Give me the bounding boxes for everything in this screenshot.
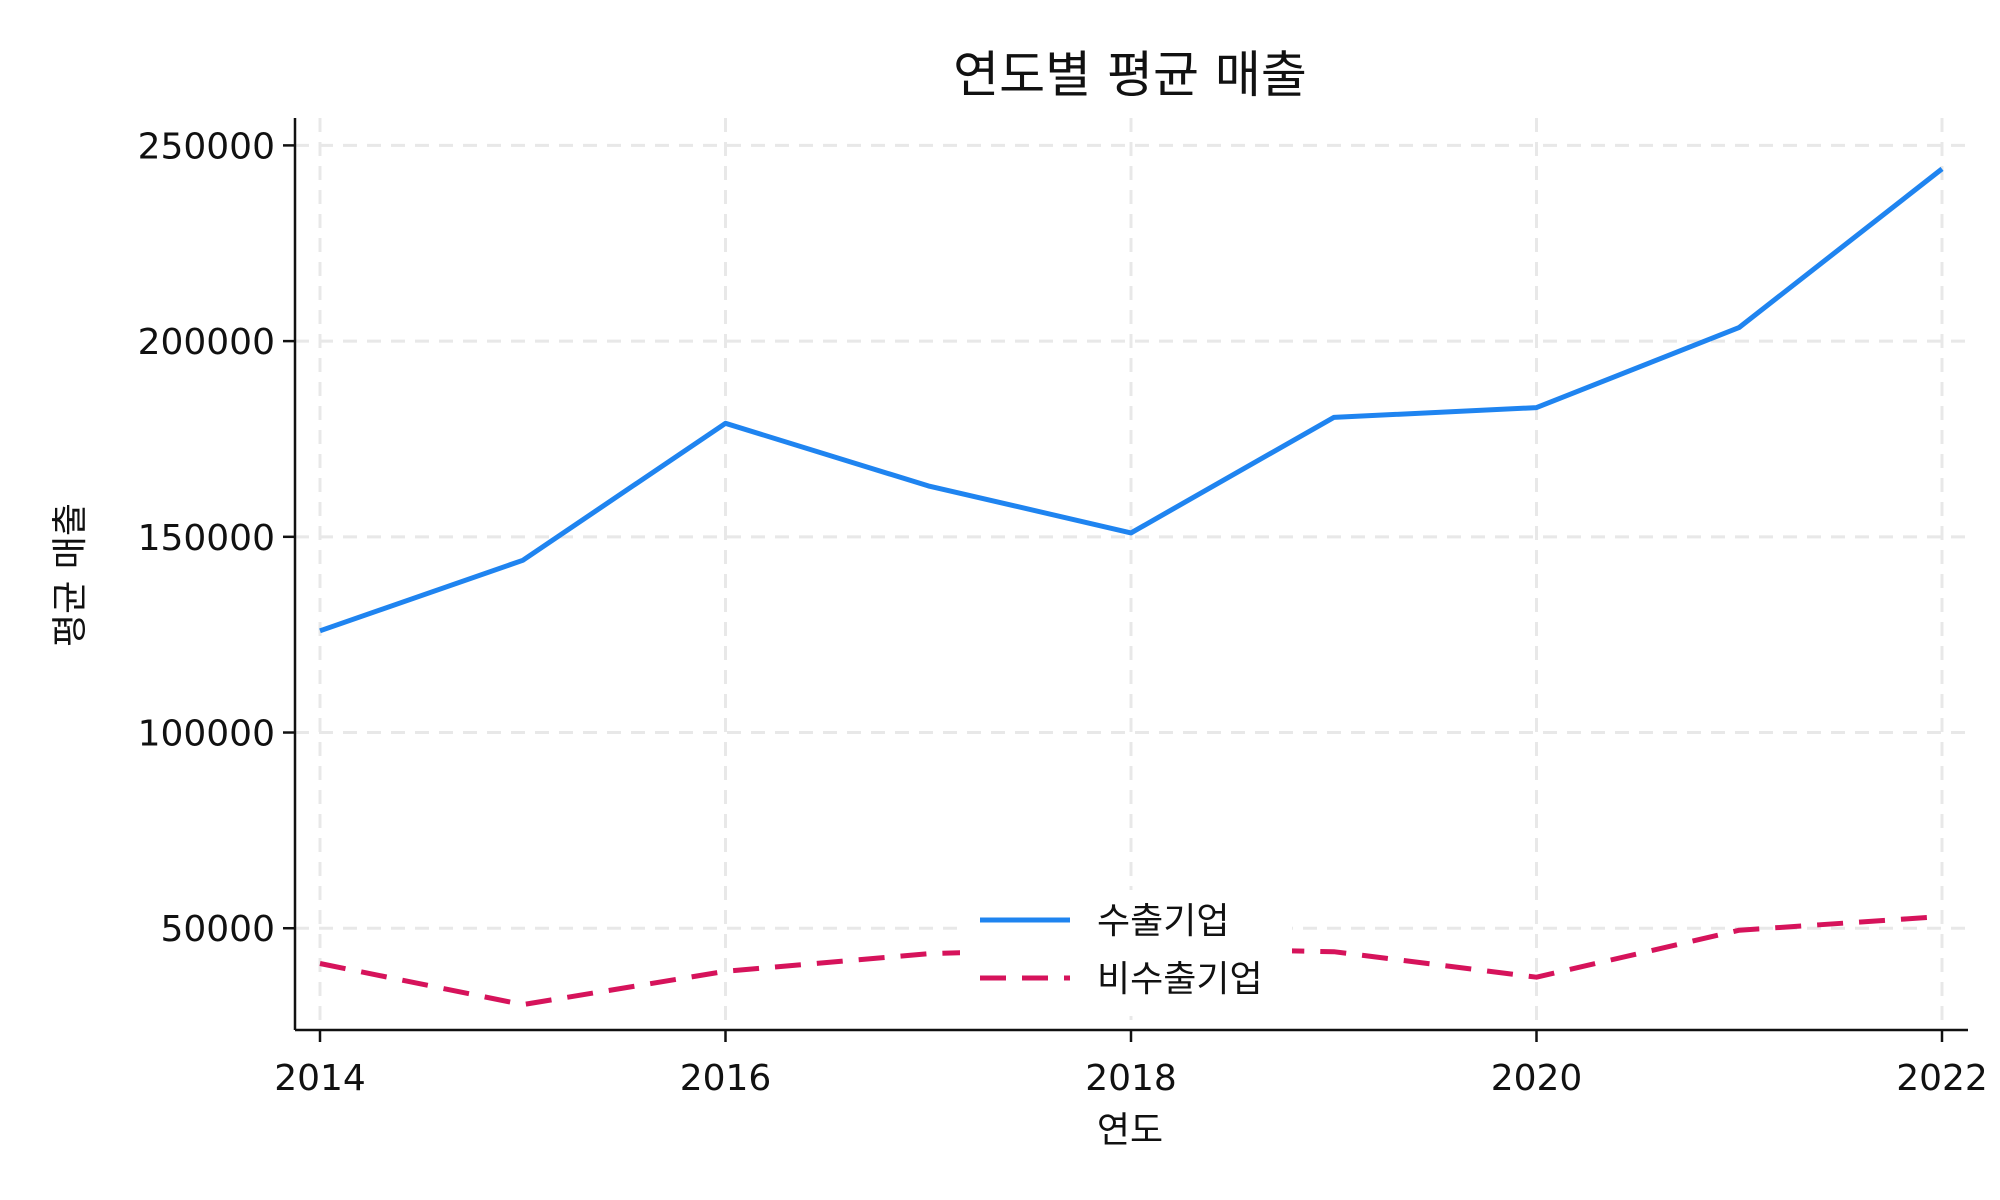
x-tick-label: 2020 [1491,1058,1583,1099]
x-axis-ticks: 2014 2016 2018 2020 2022 [274,1030,1988,1099]
chart-title: 연도별 평균 매출 [953,46,1307,104]
x-tick-label: 2014 [274,1058,366,1099]
y-axis-ticks: 50000 100000 150000 200000 250000 [138,126,295,950]
x-tick-label: 2016 [680,1058,772,1099]
legend-label: 수출기업 [1097,901,1229,942]
y-axis-label: 평균 매출 [50,503,91,647]
x-axis-label: 연도 [1097,1110,1163,1151]
legend-label: 비수출기업 [1097,959,1263,1000]
y-tick-label: 250000 [138,126,275,167]
y-tick-label: 200000 [138,322,275,363]
x-tick-label: 2022 [1896,1058,1988,1099]
y-tick-label: 100000 [138,714,275,755]
grid [295,118,1968,1030]
legend-box [960,890,1292,1016]
x-tick-label: 2018 [1085,1058,1177,1099]
y-tick-label: 150000 [138,518,275,559]
y-tick-label: 50000 [160,909,275,950]
